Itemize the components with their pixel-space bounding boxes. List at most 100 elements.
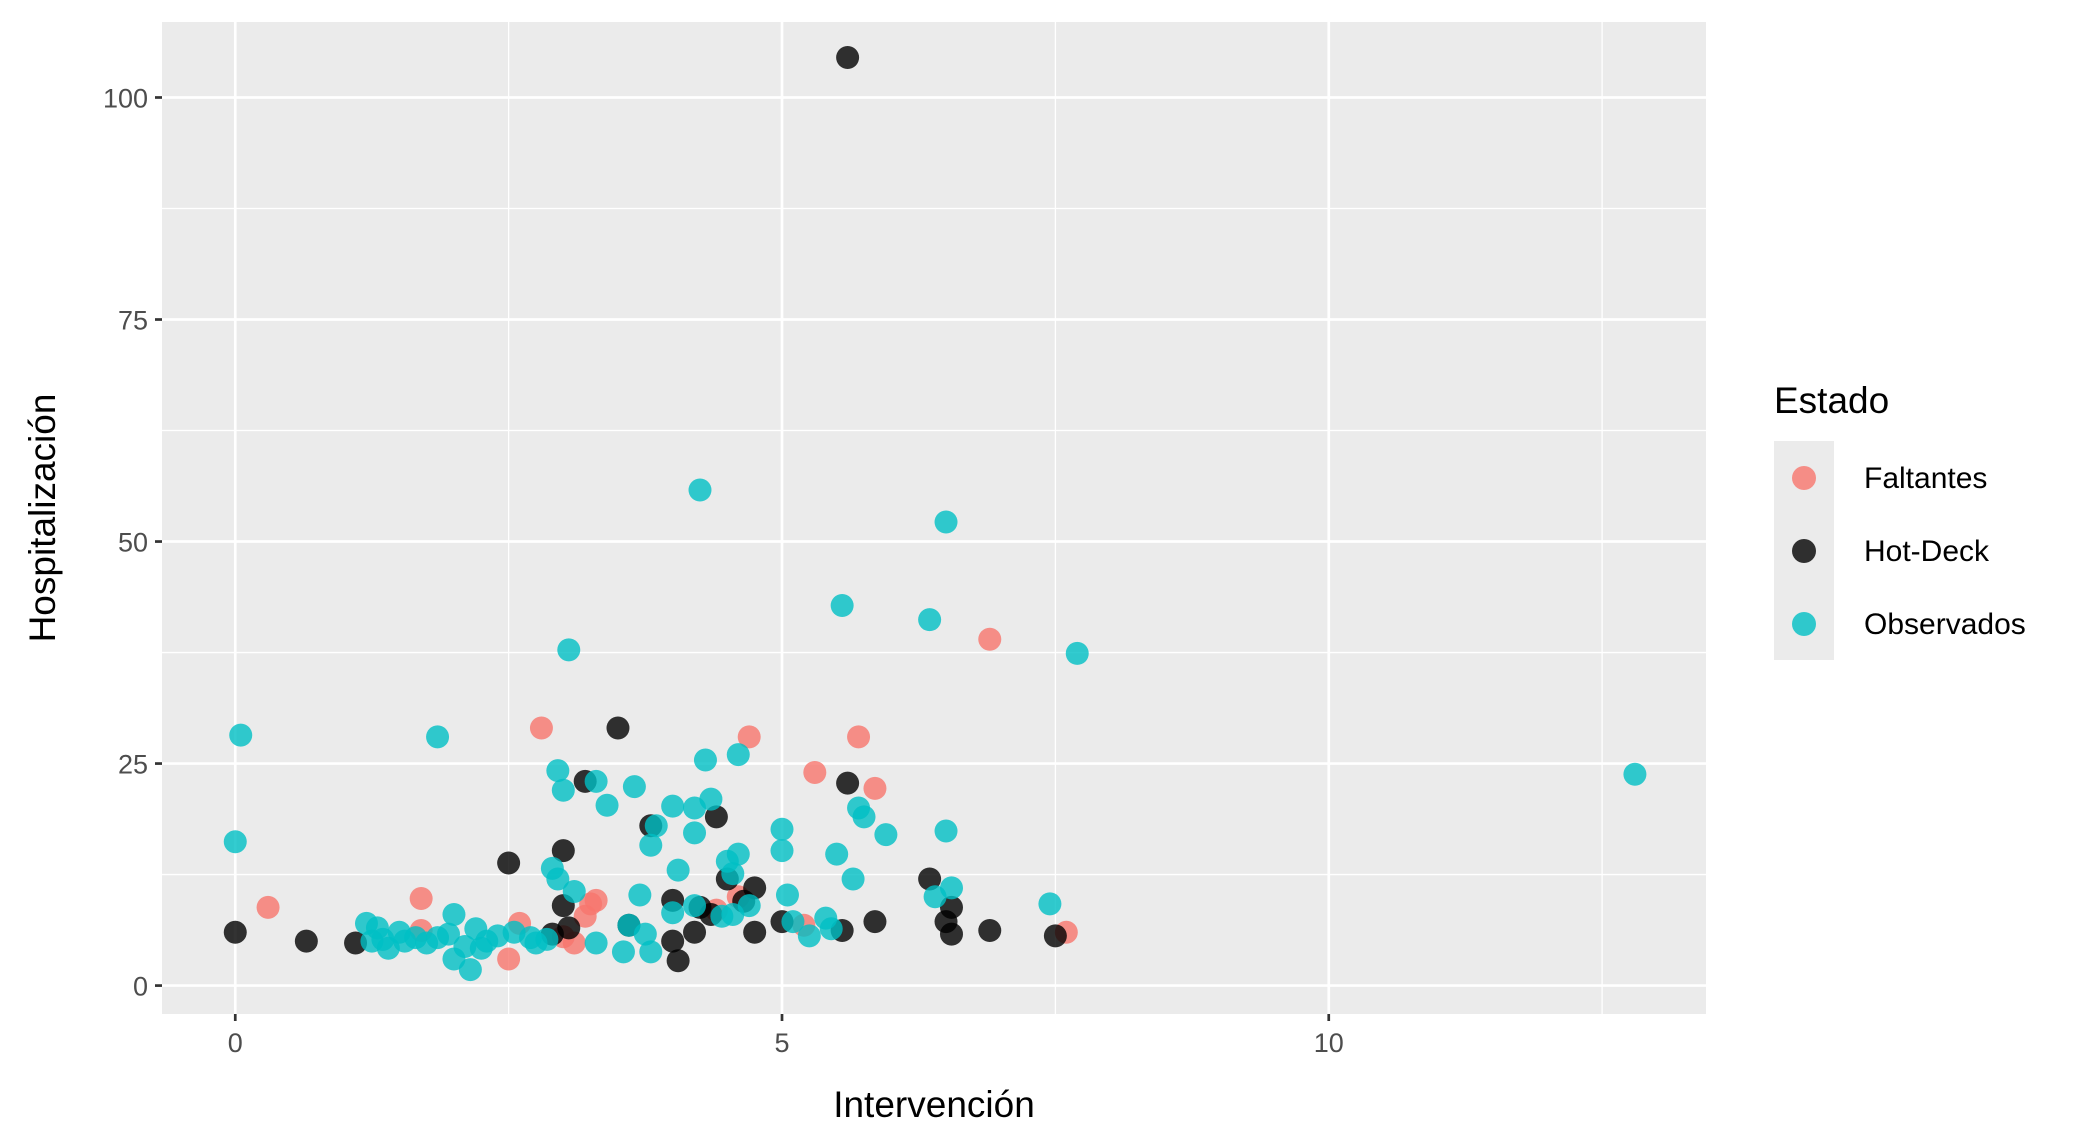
point-observados xyxy=(683,821,707,845)
x-tick-label: 0 xyxy=(228,1028,243,1058)
point-faltantes xyxy=(584,888,608,912)
point-observados xyxy=(819,917,843,941)
point-observados xyxy=(699,787,723,811)
point-hot-deck xyxy=(939,895,963,919)
legend-label-observados: Observados xyxy=(1864,608,2026,641)
point-observados xyxy=(737,894,761,918)
point-faltantes xyxy=(409,887,433,911)
point-observados xyxy=(693,748,717,772)
point-observados xyxy=(666,858,690,882)
point-hot-deck xyxy=(836,46,860,70)
point-observados xyxy=(775,883,799,907)
point-observados xyxy=(918,608,942,632)
y-axis-ticks: 0 25 50 75 100 xyxy=(103,83,162,1002)
y-tick-label: 0 xyxy=(133,972,148,1002)
point-faltantes xyxy=(978,627,1002,651)
point-observados xyxy=(797,924,821,948)
point-faltantes xyxy=(256,895,280,919)
point-observados xyxy=(874,823,898,847)
legend-label-hot-deck: Hot-Deck xyxy=(1864,535,1990,568)
point-observados xyxy=(458,958,482,982)
point-observados xyxy=(1038,892,1062,916)
point-observados xyxy=(557,638,581,662)
legend-title: Estado xyxy=(1774,380,1889,421)
point-hot-deck xyxy=(704,805,728,829)
point-observados xyxy=(934,510,958,534)
legend-key-hot-deck xyxy=(1792,539,1816,563)
point-observados xyxy=(841,867,865,891)
point-observados xyxy=(535,927,559,951)
legend-label-faltantes: Faltantes xyxy=(1864,462,1987,495)
point-observados xyxy=(721,862,745,886)
point-observados xyxy=(825,842,849,866)
point-observados xyxy=(726,743,750,767)
legend-key-faltantes xyxy=(1792,466,1816,490)
plot-panel xyxy=(162,22,1706,1014)
point-hot-deck xyxy=(683,920,707,944)
point-observados xyxy=(781,910,805,934)
x-tick-label: 5 xyxy=(774,1028,789,1058)
point-observados xyxy=(442,903,466,927)
point-faltantes xyxy=(863,776,887,800)
point-hot-deck xyxy=(743,920,767,944)
point-observados xyxy=(628,883,652,907)
point-hot-deck xyxy=(606,716,630,740)
y-tick-label: 50 xyxy=(118,528,148,558)
point-observados xyxy=(726,842,750,866)
point-faltantes xyxy=(847,725,871,749)
point-hot-deck xyxy=(863,910,887,934)
point-hot-deck xyxy=(661,929,685,953)
legend: Estado Faltantes Hot-Deck Observados xyxy=(1774,380,2026,660)
point-faltantes xyxy=(737,725,761,749)
point-faltantes xyxy=(803,760,827,784)
point-faltantes xyxy=(529,716,553,740)
point-hot-deck xyxy=(223,920,247,944)
point-hot-deck xyxy=(939,922,963,946)
point-observados xyxy=(551,778,575,802)
point-observados xyxy=(426,725,450,749)
point-observados xyxy=(852,805,876,829)
point-observados xyxy=(644,814,668,838)
x-axis-title: Intervención xyxy=(833,1084,1035,1125)
point-faltantes xyxy=(497,947,521,971)
point-observados xyxy=(546,867,570,891)
point-observados xyxy=(683,894,707,918)
y-tick-label: 75 xyxy=(118,306,148,336)
point-observados xyxy=(584,931,608,955)
point-observados xyxy=(770,839,794,863)
point-observados xyxy=(639,940,663,964)
data-points xyxy=(223,46,1647,982)
point-hot-deck xyxy=(836,771,860,795)
point-observados xyxy=(611,940,635,964)
y-tick-label: 25 xyxy=(118,750,148,780)
y-tick-label: 100 xyxy=(103,83,148,113)
point-observados xyxy=(436,922,460,946)
point-hot-deck xyxy=(557,916,581,940)
point-observados xyxy=(223,830,247,854)
point-hot-deck xyxy=(666,949,690,973)
point-observados xyxy=(830,593,854,617)
point-hot-deck xyxy=(294,929,318,953)
point-observados xyxy=(229,723,253,747)
point-observados xyxy=(934,819,958,843)
point-hot-deck xyxy=(918,867,942,891)
point-observados xyxy=(546,759,570,783)
point-observados xyxy=(633,922,657,946)
point-observados xyxy=(371,927,395,951)
point-observados xyxy=(770,817,794,841)
point-observados xyxy=(584,769,608,793)
point-observados xyxy=(639,833,663,857)
point-observados xyxy=(1065,641,1089,665)
point-observados xyxy=(562,879,586,903)
point-observados xyxy=(688,478,712,502)
point-observados xyxy=(1623,762,1647,786)
point-observados xyxy=(661,901,685,925)
grid-major xyxy=(162,22,1706,1014)
point-observados xyxy=(939,876,963,900)
x-axis-ticks: 0 5 10 xyxy=(228,1014,1344,1058)
point-hot-deck xyxy=(1043,924,1067,948)
x-tick-label: 10 xyxy=(1314,1028,1344,1058)
point-observados xyxy=(622,775,646,799)
point-observados xyxy=(595,793,619,817)
